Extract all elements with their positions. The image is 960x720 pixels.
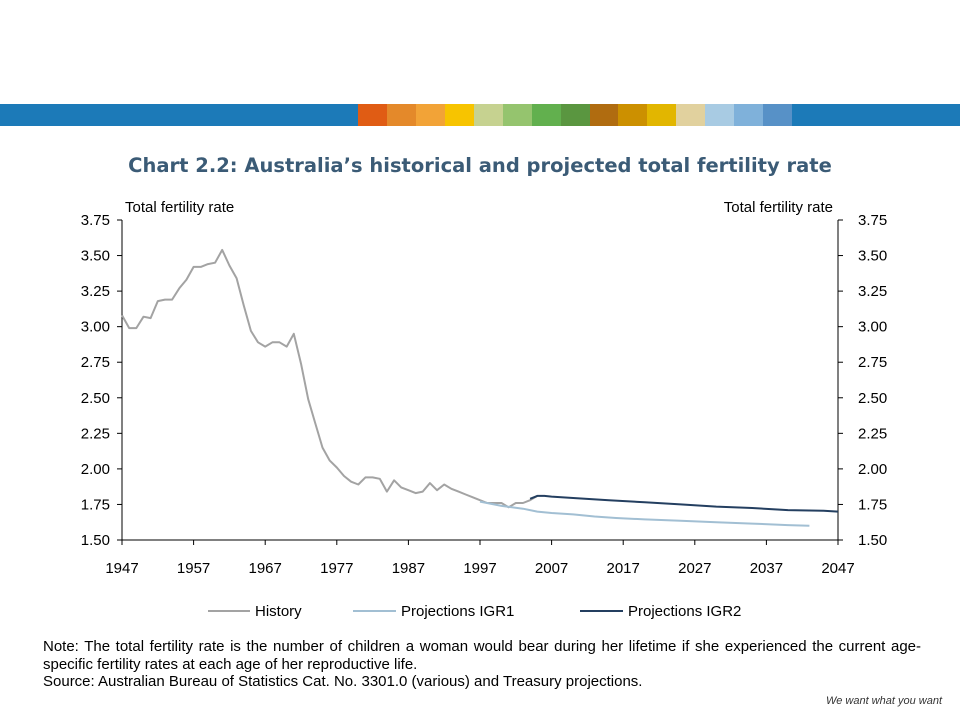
band-stripe (358, 104, 387, 126)
x-tick-label: 2037 (750, 560, 783, 577)
band-stripe (444, 104, 474, 126)
y-tick-label-right: 2.50 (858, 390, 887, 407)
band-stripe (589, 104, 619, 126)
y-tick-label-right: 1.50 (858, 532, 887, 549)
y-tick-label-left: 2.00 (81, 461, 110, 478)
band-stripes (358, 104, 793, 126)
x-tick-label: 2047 (821, 560, 854, 577)
band-stripe (763, 104, 793, 126)
x-axis-labels: 1947 1957 1967 1977 1987 1997 2007 2017 2027 2037… (105, 560, 854, 577)
x-tick-label: 1947 (105, 560, 138, 577)
series-line-2 (529, 494, 839, 513)
y-tick-label-left: 2.50 (81, 390, 110, 407)
band-main-segment (0, 104, 358, 126)
y-axis-labels: 3.75 3.75 3.50 3.50 3.25 3.25 3.00 3.00 2.75 2.75… (81, 199, 887, 549)
band-stripe (473, 104, 503, 126)
x-tick-label: 2017 (607, 560, 640, 577)
band-stripe (531, 104, 561, 126)
y-tick-label-right: 2.00 (858, 461, 887, 478)
band-stripe (705, 104, 735, 126)
y-axis-title-right: Total fertility rate (724, 199, 833, 216)
y-tick-label-left: 1.50 (81, 532, 110, 549)
y-tick-label-left: 3.75 (81, 212, 110, 229)
x-tick-label: 1967 (249, 560, 282, 577)
y-tick-label-left: 2.25 (81, 425, 110, 442)
note-text: Note: The total fertility rate is the nu… (43, 638, 921, 673)
band-stripe (647, 104, 677, 126)
x-tick-label: 1987 (392, 560, 425, 577)
y-tick-label-left: 3.00 (81, 319, 110, 336)
band-tail-segment (792, 104, 960, 126)
series-lines (121, 248, 839, 527)
y-tick-label-left: 1.75 (81, 496, 110, 513)
source-text: Source: Australian Bureau of Statistics … (43, 673, 643, 690)
band-stripe (560, 104, 590, 126)
legend-label: History (255, 603, 302, 620)
series-line-0 (121, 248, 538, 509)
legend: History Projections IGR1 Projections IGR2 (208, 603, 741, 620)
header-color-band (0, 104, 960, 126)
x-tick-label: 2007 (535, 560, 568, 577)
band-stripe (502, 104, 532, 126)
y-tick-label-left: 2.75 (81, 354, 110, 371)
y-tick-label-left: 3.50 (81, 248, 110, 265)
y-tick-label-right: 1.75 (858, 496, 887, 513)
band-stripe (618, 104, 648, 126)
band-stripe (386, 104, 416, 126)
y-axis-title-left: Total fertility rate (125, 199, 234, 216)
y-tick-label-right: 3.50 (858, 248, 887, 265)
x-tick-label: 1997 (463, 560, 496, 577)
x-tick-label: 1977 (320, 560, 353, 577)
y-tick-label-left: 3.25 (81, 283, 110, 300)
chart-axes (117, 219, 843, 545)
chart-title: Chart 2.2: Australia’s historical and pr… (128, 154, 832, 177)
y-tick-label-right: 2.75 (858, 354, 887, 371)
band-stripe (734, 104, 764, 126)
y-tick-label-right: 3.00 (858, 319, 887, 336)
x-tick-label: 2027 (678, 560, 711, 577)
x-tick-label: 1957 (177, 560, 210, 577)
legend-label: Projections IGR1 (401, 603, 514, 620)
tagline: We want what you want (826, 695, 942, 707)
band-stripe (415, 104, 445, 126)
legend-label: Projections IGR2 (628, 603, 741, 620)
y-tick-label-right: 2.25 (858, 425, 887, 442)
y-tick-label-right: 3.75 (858, 212, 887, 229)
series-line-1 (479, 500, 810, 527)
note-block: Note: The total fertility rate is the nu… (43, 638, 921, 691)
band-stripe (676, 104, 706, 126)
y-tick-label-right: 3.25 (858, 283, 887, 300)
